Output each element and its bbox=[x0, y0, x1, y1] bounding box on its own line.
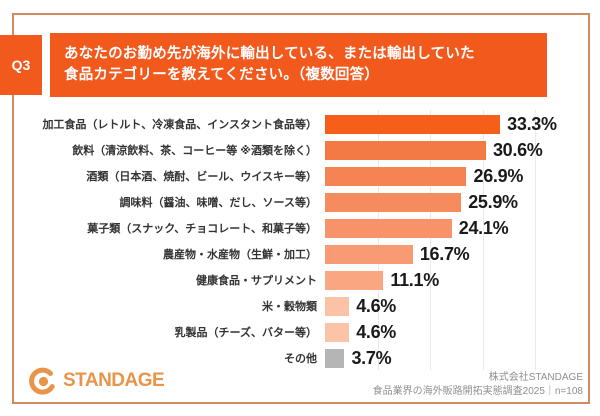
value-label: 4.6% bbox=[356, 295, 397, 316]
category-label: 米・穀物類 bbox=[262, 301, 317, 313]
chart-row: その他 3.7% bbox=[14, 345, 588, 371]
bar bbox=[325, 348, 345, 368]
gridline bbox=[482, 110, 484, 370]
question-number-badge: Q3 bbox=[0, 35, 42, 95]
gridline bbox=[377, 110, 379, 370]
gridline bbox=[535, 110, 537, 370]
standage-logo: STANDAGE bbox=[28, 367, 165, 395]
bar-track: 24.1% bbox=[325, 217, 588, 238]
value-label: 33.3% bbox=[507, 113, 557, 134]
chart-row: 農産物・水産物（生鮮・加工） 16.7% bbox=[14, 241, 588, 267]
value-label: 25.9% bbox=[468, 191, 518, 212]
bar bbox=[325, 140, 486, 160]
category-label: 酒類（日本酒、焼酎、ビール、ウイスキー等） bbox=[86, 171, 317, 183]
value-label: 24.1% bbox=[458, 217, 509, 238]
category-label: 飲料（清涼飲料、茶、コーヒー等 ※酒類を除く） bbox=[72, 145, 317, 157]
bar bbox=[325, 322, 350, 342]
category-label: 加工食品（レトルト、冷凍食品、インスタント食品等） bbox=[42, 119, 317, 131]
category-label: 健康食品・サプリメント bbox=[196, 275, 317, 287]
category-label: 調味料（醤油、味噌、だし、ソース等） bbox=[119, 197, 317, 209]
category-label: 菓子類（スナック、チョコレート、和菓子等） bbox=[87, 223, 317, 235]
chart-row: 酒類（日本酒、焼酎、ビール、ウイスキー等） 26.9% bbox=[14, 163, 588, 189]
standage-logo-text: STANDAGE bbox=[63, 370, 165, 391]
bar-track: 16.7% bbox=[325, 243, 588, 264]
chart-row: 乳製品（チーズ、バター等） 4.6% bbox=[14, 319, 588, 345]
bar-track: 3.7% bbox=[325, 347, 588, 368]
bar-track: 4.6% bbox=[325, 321, 588, 342]
chart-row: 調味料（醤油、味噌、だし、ソース等） 25.9% bbox=[14, 189, 588, 215]
value-label: 26.9% bbox=[473, 165, 524, 186]
bar bbox=[325, 244, 413, 264]
question-title-line2: 食品カテゴリーを教えてください。（複数回答） bbox=[64, 67, 379, 83]
question-title-line1: あなたのお勤め先が海外に輸出している、または輸出していた bbox=[64, 46, 475, 62]
bar bbox=[325, 270, 384, 290]
bar-track: 30.6% bbox=[325, 139, 588, 160]
category-label: 農産物・水産物（生鮮・加工） bbox=[163, 249, 317, 261]
chart-row: 加工食品（レトルト、冷凍食品、インスタント食品等） 33.3% bbox=[14, 111, 588, 137]
chart-gridlines bbox=[325, 110, 588, 370]
value-label: 3.7% bbox=[351, 347, 392, 368]
value-label: 30.6% bbox=[492, 139, 543, 160]
bar-chart: 加工食品（レトルト、冷凍食品、インスタント食品等） 33.3% 飲料（清涼飲料、茶、… bbox=[14, 110, 588, 371]
chart-row: 飲料（清涼飲料、茶、コーヒー等 ※酒類を除く） 30.6% bbox=[14, 137, 588, 163]
source-company: 株式会社STANDAGE bbox=[488, 372, 583, 383]
value-label: 11.1% bbox=[390, 269, 439, 290]
bar-track: 25.9% bbox=[325, 191, 588, 212]
bar bbox=[325, 296, 350, 316]
chart-rows: 加工食品（レトルト、冷凍食品、インスタント食品等） 33.3% 飲料（清涼飲料、茶、… bbox=[14, 111, 588, 371]
gridline bbox=[430, 110, 432, 370]
bar-track: 11.1% bbox=[325, 269, 588, 290]
question-number: Q3 bbox=[11, 57, 31, 73]
source-attribution: 株式会社STANDAGE 食品業界の海外販路開拓実態調査2025｜n=108 bbox=[373, 371, 583, 399]
category-label: その他 bbox=[284, 353, 317, 365]
chart-row: 米・穀物類 4.6% bbox=[14, 293, 588, 319]
question-title-box: あなたのお勤め先が海外に輸出している、または輸出していた 食品カテゴリーを教えて… bbox=[50, 33, 547, 97]
chart-row: 菓子類（スナック、チョコレート、和菓子等） 24.1% bbox=[14, 215, 588, 241]
bar bbox=[325, 114, 501, 134]
bar-track: 26.9% bbox=[325, 165, 588, 186]
bar-track: 4.6% bbox=[325, 295, 588, 316]
value-label: 16.7% bbox=[419, 243, 470, 264]
standage-logo-icon bbox=[28, 367, 56, 395]
bar-track: 33.3% bbox=[325, 113, 588, 134]
bar bbox=[325, 166, 467, 186]
bar bbox=[325, 192, 462, 212]
bar bbox=[325, 218, 452, 238]
value-label: 4.6% bbox=[356, 321, 397, 342]
source-survey: 食品業界の海外販路開拓実態調査2025｜n=108 bbox=[372, 386, 583, 397]
category-label: 乳製品（チーズ、バター等） bbox=[174, 327, 317, 339]
chart-row: 健康食品・サプリメント 11.1% bbox=[14, 267, 588, 293]
